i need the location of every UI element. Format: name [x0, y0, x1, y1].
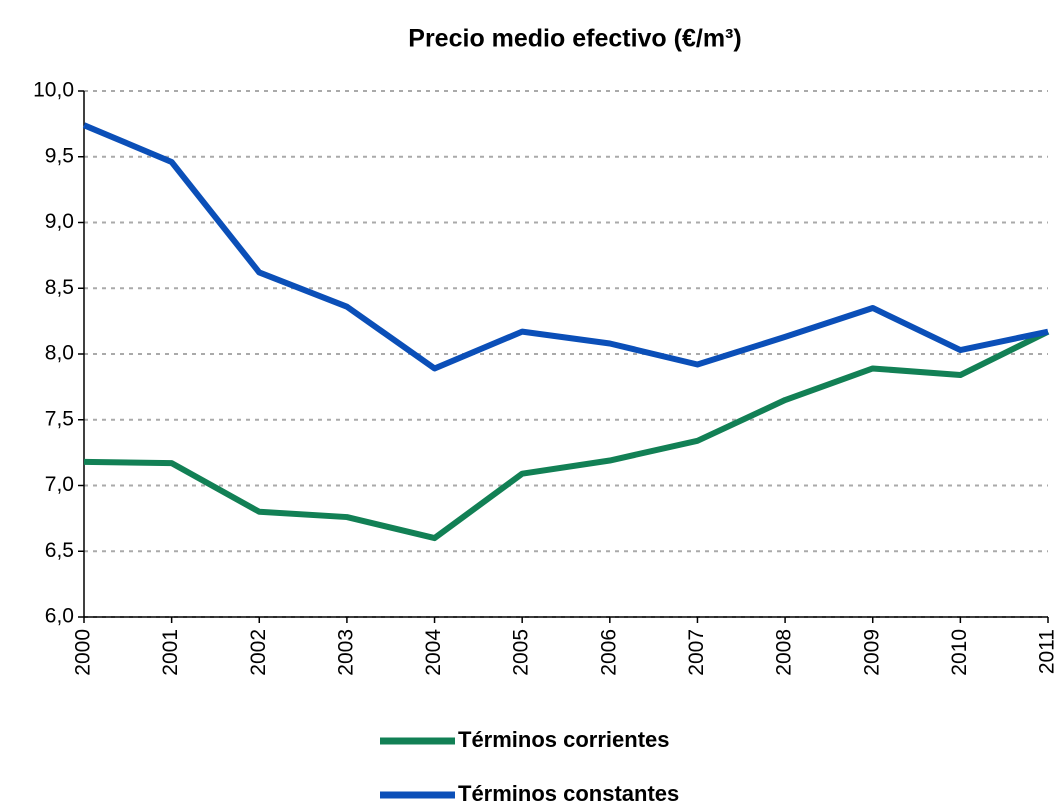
y-tick-label: 6,0: [45, 605, 74, 628]
series-line: [82, 122, 1049, 372]
x-tick-label: 2006: [597, 629, 620, 676]
x-tick-label: 2004: [422, 629, 445, 676]
y-tick-label: 7,5: [45, 407, 74, 430]
x-tick-label: 2011: [1036, 629, 1059, 674]
y-tick-label: 8,5: [45, 276, 74, 299]
y-tick-label: 9,5: [45, 144, 74, 167]
y-tick-label: 6,5: [45, 539, 74, 562]
x-tick-label: 2008: [773, 629, 796, 676]
x-tick-label: 2010: [948, 629, 971, 676]
legend-label: Términos constantes: [458, 781, 679, 806]
legend-label: Términos corrientes: [458, 727, 670, 752]
x-tick-label: 2003: [334, 629, 357, 676]
chart-title: Precio medio efectivo (€/m³): [408, 25, 741, 53]
y-tick-label: 8,0: [45, 342, 74, 365]
x-tick-label: 2005: [510, 629, 533, 676]
x-tick-label: 2000: [72, 629, 95, 676]
x-tick-label: 2007: [685, 629, 708, 676]
y-tick-label: 7,0: [45, 473, 74, 496]
y-tick-label: 9,0: [45, 210, 74, 233]
series-line: [83, 328, 1050, 542]
x-tick-label: 2001: [159, 629, 182, 676]
y-tick-label: 10,0: [33, 79, 74, 102]
x-tick-label: 2002: [247, 629, 270, 676]
x-tick-label: 2009: [860, 629, 883, 676]
